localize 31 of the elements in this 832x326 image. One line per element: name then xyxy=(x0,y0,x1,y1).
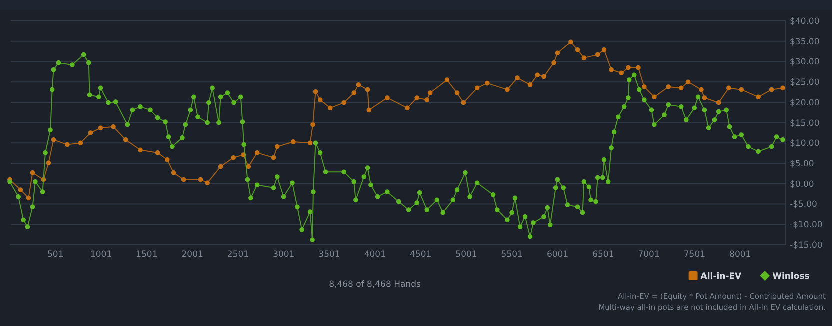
x-tick-label: 7501 xyxy=(684,250,706,260)
x-tick-label: 1001 xyxy=(90,250,112,260)
y-tick-label: $25.00 xyxy=(790,78,820,88)
x-tick-label: 5001 xyxy=(456,250,478,260)
y-tick-label: $10.00 xyxy=(790,139,820,150)
x-tick-label: 8001 xyxy=(730,250,752,260)
y-tick-label: $20.00 xyxy=(790,98,820,108)
legend-label: Winloss xyxy=(772,272,810,282)
x-tick-label: 3501 xyxy=(318,250,340,260)
y-tick-label: -$10.00 xyxy=(790,220,823,231)
y-tick-label: -$5.00 xyxy=(790,200,818,210)
x-tick-label: 6001 xyxy=(546,250,569,260)
y-tick-label: -$15.00 xyxy=(790,240,823,251)
y-tick-label: $35.00 xyxy=(790,37,820,48)
x-tick-label: 2501 xyxy=(227,250,250,260)
x-tick-label: 1501 xyxy=(136,250,158,260)
legend-label: All-in-EV xyxy=(700,272,742,282)
x-tick-label: 4001 xyxy=(364,250,386,260)
y-tick-label: $15.00 xyxy=(790,118,820,129)
x-tick-label: 501 xyxy=(48,250,64,260)
x-tick-label: 7001 xyxy=(638,250,660,260)
y-tick-label: $5.00 xyxy=(790,160,814,170)
x-tick-label: 6501 xyxy=(592,250,614,260)
x-tick-label: 4501 xyxy=(410,250,432,260)
x-tick-label: 5501 xyxy=(501,250,523,260)
y-tick-label: $40.00 xyxy=(790,16,820,27)
y-tick-label: $0.00 xyxy=(790,180,814,190)
x-tick-label: 3001 xyxy=(273,250,295,260)
x-tick-label: 2001 xyxy=(182,250,204,260)
y-tick-label: $30.00 xyxy=(790,58,820,68)
x-axis-title: 8,468 of 8,468 Hands xyxy=(329,280,422,290)
